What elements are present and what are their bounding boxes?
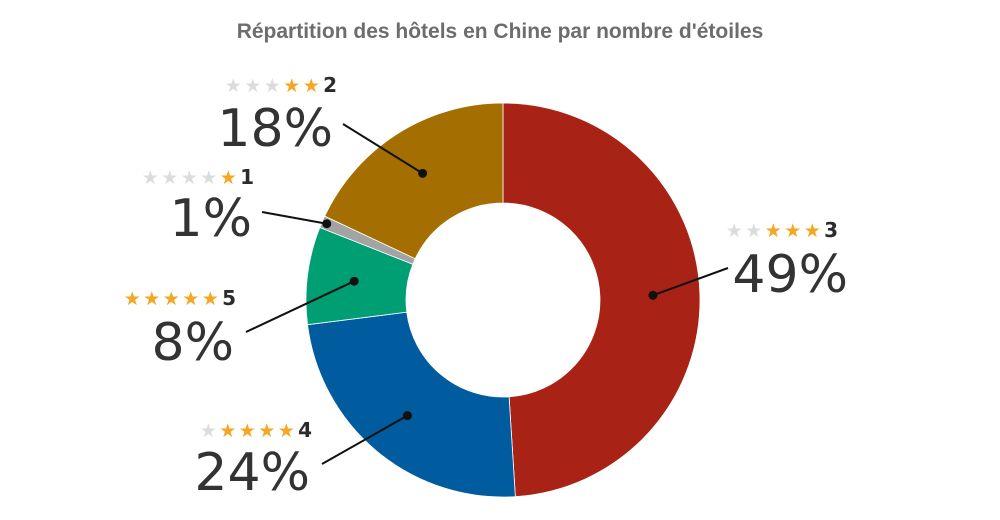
callout-line-4	[321, 414, 408, 465]
star-empty-icon: ★	[200, 420, 217, 442]
donut-slice-2-stars	[324, 102, 504, 260]
star-empty-icon: ★	[161, 167, 178, 189]
percent-label-4: 24%	[194, 443, 310, 503]
callout-dot-1	[322, 219, 332, 229]
percent-label-3: 49%	[732, 245, 848, 305]
chart-title: Répartition des hôtels en Chine par nomb…	[237, 20, 764, 43]
percent-label-2: 18%	[217, 99, 333, 159]
star-empty-icon: ★	[142, 167, 159, 189]
star-empty-icon: ★	[225, 75, 242, 97]
star-count-1: 1	[240, 165, 254, 189]
star-filled-icon: ★	[283, 75, 300, 97]
star-filled-icon: ★	[278, 420, 295, 442]
star-filled-icon: ★	[124, 288, 141, 310]
star-count-5: 5	[222, 286, 236, 310]
star-empty-icon: ★	[200, 167, 217, 189]
percent-label-5: 8%	[152, 313, 235, 373]
star-empty-icon: ★	[244, 75, 261, 97]
callout-line-2	[342, 123, 424, 175]
star-filled-icon: ★	[163, 288, 180, 310]
star-count-4: 4	[298, 418, 312, 442]
star-count-3: 3	[824, 218, 838, 242]
star-filled-icon: ★	[202, 288, 219, 310]
callout-dot-5	[349, 276, 359, 286]
star-filled-icon: ★	[182, 288, 199, 310]
star-empty-icon: ★	[726, 220, 743, 242]
star-empty-icon: ★	[745, 220, 762, 242]
callout-line-1	[261, 211, 327, 225]
star-filled-icon: ★	[784, 220, 801, 242]
star-filled-icon: ★	[765, 220, 782, 242]
star-filled-icon: ★	[258, 420, 275, 442]
callout-dot-4	[402, 411, 412, 421]
callout-line-5	[245, 280, 355, 333]
callout-dot-3	[648, 290, 658, 300]
star-filled-icon: ★	[220, 167, 237, 189]
callout-line-3	[652, 267, 729, 297]
star-filled-icon: ★	[303, 75, 320, 97]
donut-slice-3-stars	[502, 102, 701, 498]
star-count-2: 2	[323, 73, 337, 97]
star-filled-icon: ★	[219, 420, 236, 442]
percent-label-1: 1%	[170, 189, 253, 249]
star-filled-icon: ★	[804, 220, 821, 242]
star-empty-icon: ★	[264, 75, 281, 97]
donut-slices	[305, 102, 701, 498]
slice-callouts: 3★ ★ ★ ★ ★49%4★ ★ ★ ★ ★24%5★ ★ ★ ★ ★8%1★ ★ ★ ★ ★1%2★ ★ ★ ★ ★…	[124, 73, 848, 503]
star-filled-icon: ★	[239, 420, 256, 442]
donut-slice-4-stars	[307, 311, 516, 498]
star-filled-icon: ★	[143, 288, 160, 310]
callout-dot-2	[418, 168, 428, 178]
star-empty-icon: ★	[181, 167, 198, 189]
